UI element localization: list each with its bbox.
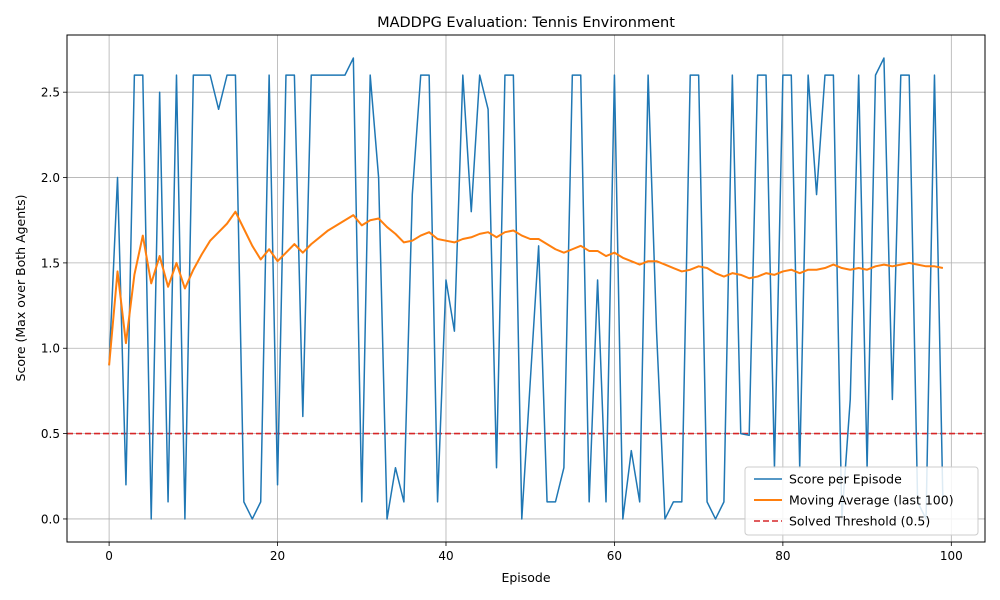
legend-box xyxy=(744,466,979,536)
x-axis-label: Episode xyxy=(501,570,550,585)
chart-title: MADDPG Evaluation: Tennis Environment xyxy=(377,15,675,31)
x-tick-label: 20 xyxy=(270,549,285,563)
x-tick-label: 80 xyxy=(775,549,790,563)
x-tick-label: 100 xyxy=(940,549,963,563)
legend-entry-score-per-episode-label: Score per Episode xyxy=(789,472,902,487)
y-tick-label: 1.0 xyxy=(41,342,60,356)
plot-frame xyxy=(66,34,986,543)
x-tick-label: 60 xyxy=(607,549,622,563)
y-tick-label: 2.5 xyxy=(41,86,60,100)
series-line-moving-average xyxy=(108,210,944,366)
y-tick-label: 0.5 xyxy=(41,427,60,441)
y-tick-label: 0.0 xyxy=(41,512,60,526)
legend-entry-solved-threshold-label: Solved Threshold (0.5) xyxy=(789,514,930,529)
y-tick-label: 1.5 xyxy=(41,256,60,270)
x-axis: 0 20 40 60 80 100 xyxy=(105,542,963,563)
legend: Score per Episode Moving Average (last 10… xyxy=(744,466,979,536)
x-tick-label: 0 xyxy=(105,549,113,563)
x-tick-label: 40 xyxy=(438,549,453,563)
y-tick-label: 2.0 xyxy=(41,171,60,185)
y-axis: 0.0 0.5 1.0 1.5 2.0 2.5 xyxy=(41,86,67,526)
y-axis-label: Score (Max over Both Agents) xyxy=(13,195,28,382)
series-layer xyxy=(108,57,944,520)
legend-entry-moving-average-label: Moving Average (last 100) xyxy=(789,493,954,508)
